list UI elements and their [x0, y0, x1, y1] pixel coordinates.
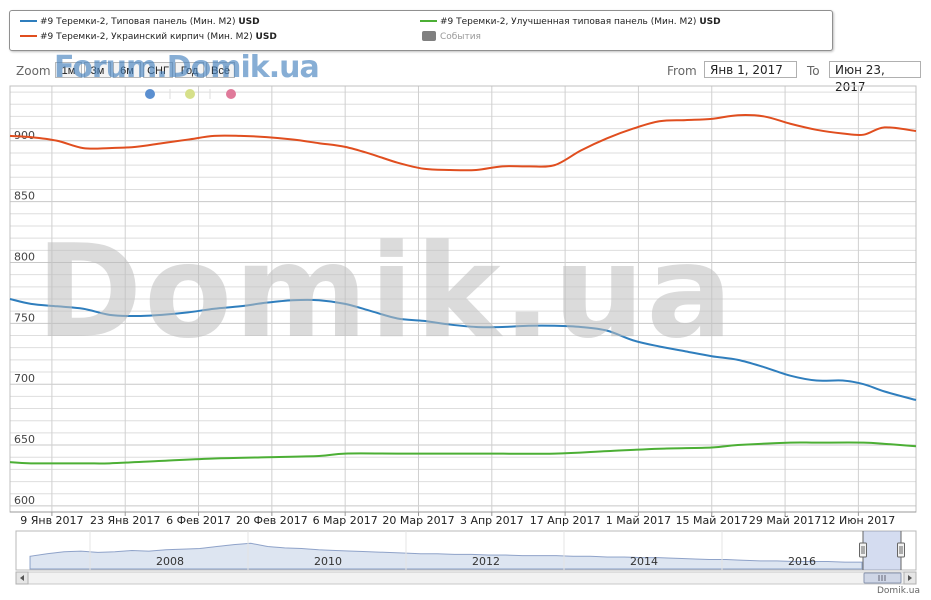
series-line-ukrainian-brick[interactable]	[9, 114, 917, 172]
navigator-year-label: 2010	[314, 555, 342, 568]
legend-swatch-ukrainian-brick	[20, 34, 37, 37]
navigator-area	[29, 542, 863, 570]
scrollbar-track[interactable]	[15, 571, 917, 585]
navigator-year-label: 2016	[788, 555, 816, 568]
x-tick-label: 3 Апр 2017	[460, 514, 524, 527]
navigator-year-label: 2008	[156, 555, 184, 568]
legend-item-typical-panel[interactable]: #9 Теремки-2, Типовая панель (Мин. М2) U…	[20, 16, 260, 28]
legend-unit-typical-panel: USD	[238, 17, 260, 27]
watermark-forum: Forum.Domik.ua	[54, 50, 320, 85]
legend-item-events[interactable]: События	[420, 30, 481, 43]
y-tick-label: 700	[14, 372, 35, 385]
zoom-year-button[interactable]: Год	[175, 62, 204, 78]
x-tick-label: 20 Мар 2017	[382, 514, 454, 527]
navigator-selection[interactable]	[863, 531, 901, 570]
x-tick-label: 20 Фев 2017	[236, 514, 308, 527]
scroll-left-arrow-icon	[20, 575, 24, 581]
legend-swatch-improved-panel	[420, 19, 437, 22]
to-label: To	[807, 64, 820, 78]
y-tick-label: 600	[14, 494, 35, 507]
navigator-handle[interactable]	[897, 542, 905, 558]
zoom-1m-button[interactable]: 1м	[55, 62, 82, 78]
y-tick-label: 650	[14, 433, 35, 446]
navigator-year-label: 2012	[472, 555, 500, 568]
navigator[interactable]: 2008 2010 2012 2014 2016	[15, 530, 917, 585]
to-date-input[interactable]: Июн 23, 2017	[829, 61, 921, 94]
y-tick-label: 750	[14, 311, 35, 324]
event-marker-dot[interactable]	[185, 89, 195, 99]
zoom-6m-button[interactable]: 6м	[113, 62, 141, 78]
event-marker-dot[interactable]	[145, 89, 155, 99]
x-tick-label: 6 Мар 2017	[313, 514, 378, 527]
x-tick-label: 6 Фев 2017	[166, 514, 231, 527]
y-tick-label: 850	[14, 190, 35, 203]
scroll-right-arrow-icon	[908, 575, 912, 581]
x-tick-label: 9 Янв 2017	[20, 514, 83, 527]
x-tick-label: 29 Май 2017	[749, 514, 821, 527]
chart-series	[9, 114, 917, 465]
y-tick-label: 900	[14, 129, 35, 142]
x-tick-label: 12 Июн 2017	[822, 514, 896, 527]
zoom-3m-button[interactable]: 3м	[84, 62, 111, 78]
x-tick-label: 23 Янв 2017	[90, 514, 160, 527]
legend-item-improved-panel[interactable]: #9 Теремки-2, Улучшенная типовая панель …	[420, 16, 721, 28]
legend: #9 Теремки-2, Типовая панель (Мин. М2) U…	[9, 10, 833, 51]
zoom-all-button[interactable]: Всё	[206, 62, 235, 78]
x-axis: 9 Янв 2017 23 Янв 2017 6 Фев 2017 20 Фев 20…	[10, 511, 916, 527]
legend-swatch-typical-panel	[20, 19, 37, 22]
x-tick-label: 15 Май 2017	[676, 514, 748, 527]
legend-unit-improved-panel: USD	[699, 17, 721, 27]
legend-label-events: События	[440, 32, 481, 42]
legend-swatch-events	[422, 30, 436, 41]
legend-label-ukrainian-brick: #9 Теремки-2, Украинский кирпич (Мин. М2…	[40, 32, 253, 42]
credit-link[interactable]: Domik.ua	[877, 586, 920, 596]
navigator-handle[interactable]	[859, 542, 867, 558]
event-markers	[145, 89, 236, 99]
series-line-improved-panel[interactable]	[9, 441, 917, 465]
y-axis: 600 650 700 750 800 850 900	[14, 129, 35, 507]
series-line-typical-panel[interactable]	[9, 298, 917, 401]
navigator-year-label: 2014	[630, 555, 658, 568]
zoom-label: Zoom	[16, 64, 51, 78]
legend-unit-ukrainian-brick: USD	[255, 32, 277, 42]
legend-item-ukrainian-brick[interactable]: #9 Теремки-2, Украинский кирпич (Мин. М2…	[20, 31, 277, 43]
navigator-frame	[15, 530, 917, 571]
zoom-ytd-button[interactable]: СНГ	[143, 62, 173, 78]
x-tick-label: 17 Апр 2017	[530, 514, 601, 527]
y-tick-label: 800	[14, 250, 35, 263]
watermark-big: Domik.ua	[36, 218, 735, 367]
legend-label-typical-panel: #9 Теремки-2, Типовая панель (Мин. М2)	[40, 17, 236, 27]
from-label: From	[667, 64, 697, 78]
event-marker-dot[interactable]	[226, 89, 236, 99]
x-tick-label: 1 Май 2017	[606, 514, 671, 527]
from-date-input[interactable]: Янв 1, 2017	[704, 61, 797, 78]
legend-label-improved-panel: #9 Теремки-2, Улучшенная типовая панель …	[440, 17, 697, 27]
